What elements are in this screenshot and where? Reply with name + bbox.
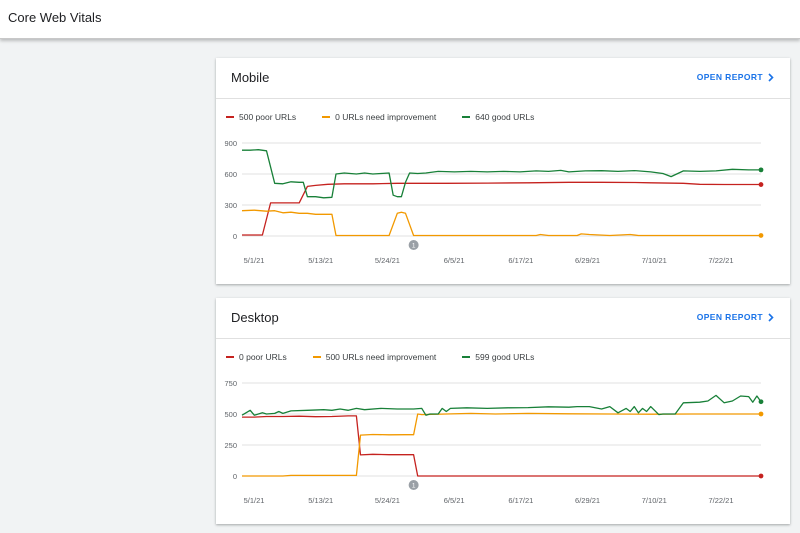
desktop-chart: 0 250 500 750 5/1/21 5/13/21 5/24/21 6/5/21 6/17… <box>224 379 764 505</box>
x-tick-label: 6/5/21 <box>444 496 465 505</box>
x-tick-label: 7/22/21 <box>708 496 733 505</box>
card-header: Desktop OPEN REPORT <box>216 298 790 339</box>
annotation-marker[interactable]: 1 <box>408 240 419 250</box>
legend-label: 640 good URLs <box>475 112 535 122</box>
top-app-bar: Core Web Vitals <box>0 0 800 39</box>
legend-swatch-needs-improvement <box>312 356 321 358</box>
x-tick-label: 7/10/21 <box>642 256 667 265</box>
x-tick-label: 5/13/21 <box>308 256 333 265</box>
annotation-label: 1 <box>412 483 416 490</box>
annotation-circle <box>408 240 419 250</box>
page-title: Core Web Vitals <box>8 10 102 25</box>
legend-label: 500 URLs need improvement <box>325 352 437 362</box>
legend-swatch-poor <box>226 116 234 118</box>
x-tick-label: 6/29/21 <box>575 256 600 265</box>
y-tick-label: 900 <box>224 139 237 148</box>
x-tick-label: 5/1/21 <box>244 496 265 505</box>
x-tick-label: 6/29/21 <box>575 496 600 505</box>
series-end-point-2 <box>758 167 764 173</box>
legend-item-poor[interactable]: 0 poor URLs <box>226 352 287 362</box>
series-line-2 <box>241 394 762 416</box>
series-end-point-0 <box>758 473 764 479</box>
x-tick-label: 7/22/21 <box>708 256 733 265</box>
y-tick-label: 500 <box>224 410 237 419</box>
annotation-label: 1 <box>412 243 416 250</box>
annotation-circle <box>408 480 419 490</box>
card-header: Mobile OPEN REPORT <box>216 58 790 99</box>
x-tick-label: 6/5/21 <box>444 256 465 265</box>
legend-swatch-good <box>462 356 471 358</box>
legend-swatch-poor <box>226 356 234 358</box>
y-tick-label: 250 <box>224 441 237 450</box>
x-tick-label: 5/24/21 <box>375 496 400 505</box>
desktop-card: Desktop OPEN REPORT 0 poor URLs 500 URLs… <box>216 298 790 524</box>
y-tick-label: 600 <box>224 170 237 179</box>
x-tick-label: 5/1/21 <box>244 256 265 265</box>
legend-label: 0 URLs need improvement <box>335 112 437 122</box>
legend-item-poor[interactable]: 500 poor URLs <box>226 112 296 122</box>
chevron-right-icon <box>768 72 774 82</box>
card-title: Desktop <box>231 310 279 325</box>
x-tick-label: 6/17/21 <box>508 496 533 505</box>
chart-legend: 0 poor URLs 500 URLs need improvement 59… <box>226 352 560 362</box>
x-tick-label: 5/24/21 <box>375 256 400 265</box>
chevron-right-icon <box>768 312 774 322</box>
legend-label: 500 poor URLs <box>239 112 297 122</box>
legend-item-good[interactable]: 640 good URLs <box>462 112 534 122</box>
series-end-point-2 <box>758 399 764 405</box>
annotation-marker[interactable]: 1 <box>408 480 419 490</box>
series-end-point-1 <box>758 411 764 417</box>
y-tick-label: 750 <box>224 379 237 388</box>
open-report-label: OPEN REPORT <box>696 72 763 82</box>
series-line-0 <box>242 415 761 477</box>
x-tick-label: 6/17/21 <box>508 256 533 265</box>
mobile-card: Mobile OPEN REPORT 500 poor URLs 0 URLs … <box>216 58 790 284</box>
series-line-1 <box>242 412 761 477</box>
legend-swatch-needs-improvement <box>322 116 331 118</box>
series-end-point-1 <box>758 233 764 238</box>
series-line-2 <box>242 149 761 199</box>
series-end-point-0 <box>758 182 764 187</box>
chart-legend: 500 poor URLs 0 URLs need improvement 64… <box>226 112 560 122</box>
open-report-link[interactable]: OPEN REPORT <box>697 312 774 322</box>
legend-swatch-good <box>462 116 471 118</box>
legend-item-needs-improvement[interactable]: 500 URLs need improvement <box>312 352 437 362</box>
mobile-chart: 0 300 600 900 5/1/21 5/13/21 5/24/21 6/5/21 6/17… <box>224 139 764 265</box>
y-tick-label: 0 <box>233 472 237 481</box>
legend-label: 599 good URLs <box>475 352 535 362</box>
y-tick-label: 0 <box>233 232 237 241</box>
open-report-label: OPEN REPORT <box>696 312 763 322</box>
card-title: Mobile <box>231 70 270 85</box>
legend-item-needs-improvement[interactable]: 0 URLs need improvement <box>322 112 436 122</box>
series-line-0 <box>242 181 761 236</box>
series-line-1 <box>241 209 761 237</box>
legend-item-good[interactable]: 599 good URLs <box>462 352 534 362</box>
y-tick-label: 300 <box>224 201 237 210</box>
legend-label: 0 poor URLs <box>239 352 287 362</box>
open-report-link[interactable]: OPEN REPORT <box>697 72 774 82</box>
x-tick-label: 7/10/21 <box>642 496 667 505</box>
x-tick-label: 5/13/21 <box>308 496 333 505</box>
